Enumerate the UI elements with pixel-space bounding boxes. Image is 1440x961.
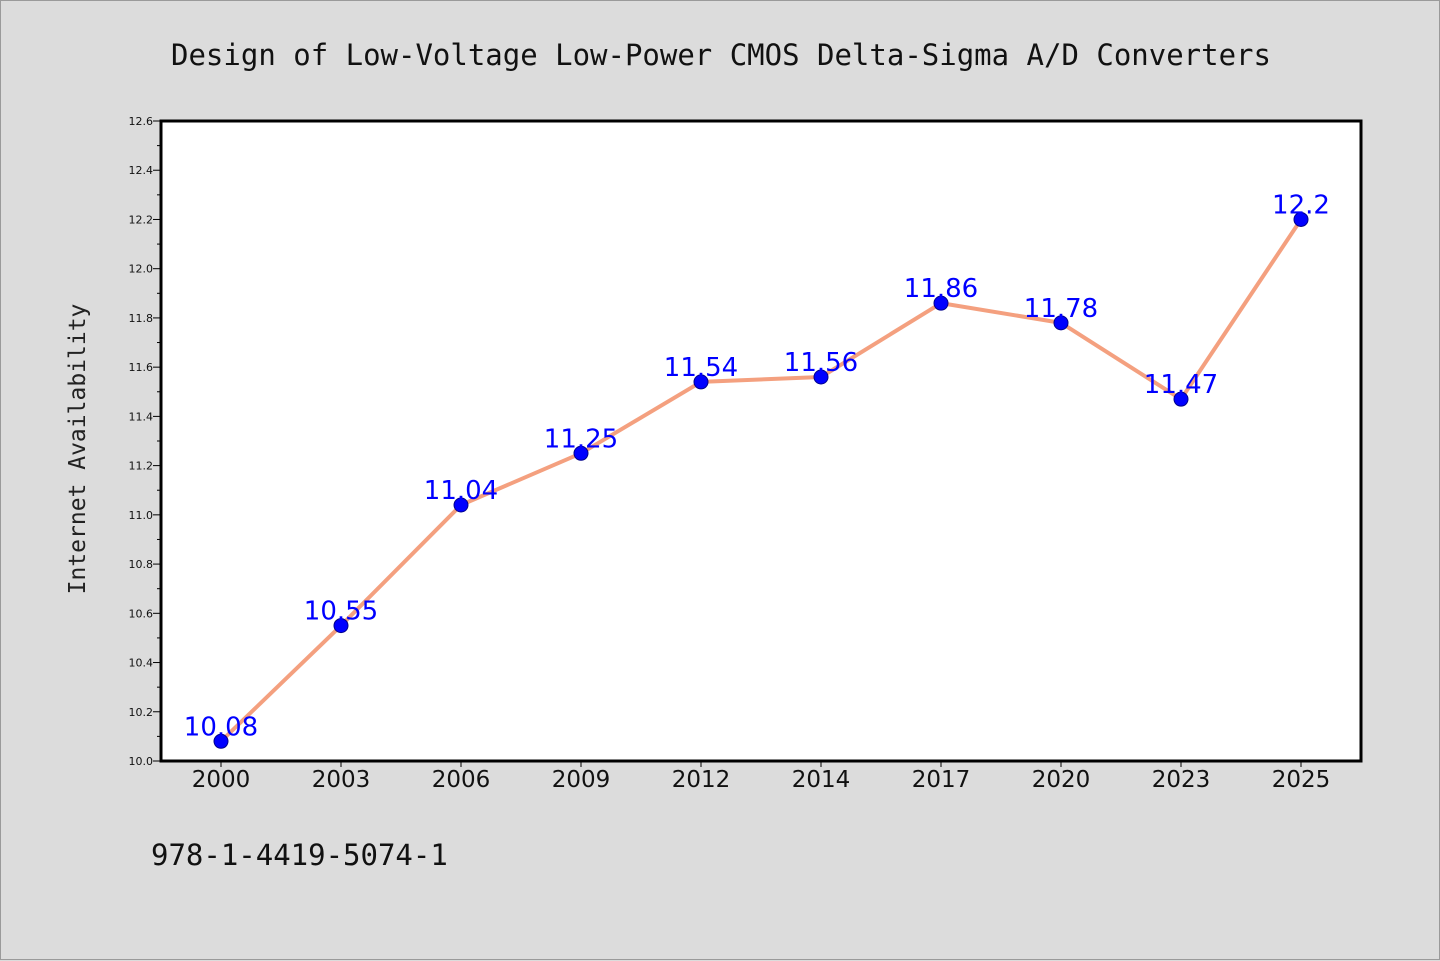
isbn-footer: 978-1-4419-5074-1	[151, 838, 448, 872]
data-label: 11.56	[784, 348, 858, 378]
data-point	[453, 497, 469, 513]
data-label: 10.55	[304, 597, 378, 627]
data-label: 11.86	[904, 274, 978, 304]
y-tick-label: 12.0	[129, 263, 154, 276]
data-point	[693, 374, 709, 390]
x-tick-label: 2003	[312, 767, 371, 793]
y-axis-ticks: 10.0 10.2 10.4 10.6 10.8 11.0 11.2 11.4 11.6 11.8…	[129, 115, 161, 768]
y-tick-label: 10.6	[129, 607, 154, 620]
data-label: 11.25	[544, 424, 618, 454]
x-tick-label: 2009	[552, 767, 611, 793]
y-tick-label: 10.2	[129, 706, 154, 719]
data-point	[333, 618, 349, 634]
data-label: 11.54	[664, 353, 738, 383]
data-label: 10.08	[184, 712, 258, 742]
data-label: 11.47	[1144, 370, 1218, 400]
y-tick-label: 11.0	[129, 509, 154, 522]
plot-area	[161, 121, 1361, 761]
data-label: 11.04	[424, 476, 498, 506]
data-point	[573, 445, 589, 461]
data-label: 11.78	[1024, 294, 1098, 324]
x-tick-label: 2014	[792, 767, 851, 793]
x-tick-label: 2000	[192, 767, 251, 793]
series-layer: 10.08 10.55 11.04 11.25 11.54 11.56 11.86 11.78…	[184, 190, 1330, 749]
data-point	[1053, 315, 1069, 331]
y-tick-label: 12.4	[129, 164, 154, 177]
x-tick-label: 2017	[912, 767, 971, 793]
y-tick-label: 10.0	[129, 755, 154, 768]
y-tick-label: 11.6	[129, 361, 154, 374]
y-tick-label: 10.4	[129, 657, 154, 670]
y-tick-label: 11.4	[129, 410, 154, 423]
data-point	[213, 733, 229, 749]
plot-border	[159, 119, 1363, 763]
y-tick-label: 12.2	[129, 213, 154, 226]
x-tick-label: 2023	[1152, 767, 1211, 793]
y-tick-label: 12.6	[129, 115, 154, 128]
x-tick-label: 2020	[1032, 767, 1091, 793]
data-point	[813, 369, 829, 385]
y-tick-label: 11.8	[129, 312, 154, 325]
series-line	[219, 218, 1303, 743]
y-axis-label: Internet Availability	[65, 304, 91, 595]
x-tick-label: 2012	[672, 767, 731, 793]
data-point	[1293, 211, 1309, 227]
data-point	[933, 295, 949, 311]
y-tick-label: 10.8	[129, 558, 154, 571]
x-tick-label: 2025	[1272, 767, 1331, 793]
x-tick-label: 2006	[432, 767, 491, 793]
chart-title: Design of Low-Voltage Low-Power CMOS Del…	[171, 38, 1271, 72]
data-point	[1173, 391, 1189, 407]
data-label: 12.2	[1272, 190, 1330, 220]
y-tick-label: 11.2	[129, 460, 154, 473]
x-axis-ticks: 2000 2003 2006 2009 2012 2014 2017 2020 2023 2025	[192, 761, 1331, 793]
